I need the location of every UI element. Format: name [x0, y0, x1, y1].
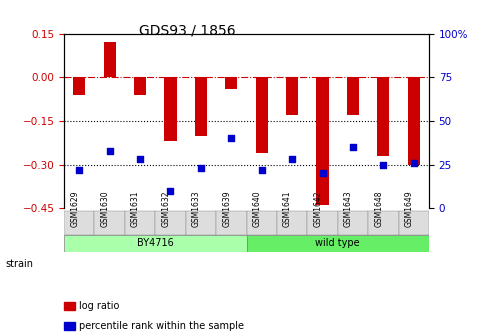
Text: wild type: wild type	[316, 238, 360, 248]
Text: GSM1640: GSM1640	[253, 190, 262, 227]
Point	[106, 148, 113, 153]
Text: GSM1630: GSM1630	[101, 190, 109, 227]
Text: GSM1649: GSM1649	[405, 190, 414, 227]
Point	[380, 162, 387, 167]
Text: strain: strain	[5, 259, 33, 269]
FancyBboxPatch shape	[95, 210, 125, 235]
FancyBboxPatch shape	[125, 210, 155, 235]
FancyBboxPatch shape	[277, 210, 307, 235]
Text: GDS93 / 1856: GDS93 / 1856	[139, 24, 236, 38]
FancyBboxPatch shape	[64, 235, 246, 252]
Bar	[408, 77, 420, 165]
Point	[318, 171, 326, 176]
Point	[227, 136, 235, 141]
Bar	[256, 77, 268, 153]
Text: log ratio: log ratio	[79, 301, 119, 311]
Point	[410, 160, 418, 166]
Point	[197, 165, 205, 171]
FancyBboxPatch shape	[64, 210, 95, 235]
Text: GSM1633: GSM1633	[192, 190, 201, 227]
Bar	[195, 77, 207, 135]
FancyBboxPatch shape	[246, 235, 429, 252]
FancyBboxPatch shape	[307, 210, 338, 235]
Point	[258, 167, 266, 173]
Text: percentile rank within the sample: percentile rank within the sample	[79, 321, 244, 331]
Bar	[104, 42, 116, 77]
Point	[167, 188, 175, 194]
FancyBboxPatch shape	[368, 210, 398, 235]
Bar	[347, 77, 359, 115]
Point	[349, 144, 357, 150]
FancyBboxPatch shape	[338, 210, 368, 235]
Text: GSM1632: GSM1632	[162, 190, 171, 226]
Text: GSM1641: GSM1641	[283, 190, 292, 226]
Bar	[165, 77, 176, 141]
Text: GSM1639: GSM1639	[222, 190, 231, 227]
Text: GSM1643: GSM1643	[344, 190, 353, 227]
Bar	[73, 77, 85, 95]
Text: GSM1648: GSM1648	[374, 190, 384, 226]
Text: GSM1642: GSM1642	[314, 190, 322, 226]
Point	[75, 167, 83, 173]
Text: GSM1629: GSM1629	[70, 190, 79, 226]
Bar	[377, 77, 389, 156]
FancyBboxPatch shape	[398, 210, 429, 235]
Bar	[134, 77, 146, 95]
FancyBboxPatch shape	[155, 210, 186, 235]
Point	[136, 157, 144, 162]
Point	[288, 157, 296, 162]
Text: BY4716: BY4716	[137, 238, 174, 248]
Bar	[286, 77, 298, 115]
FancyBboxPatch shape	[246, 210, 277, 235]
FancyBboxPatch shape	[216, 210, 246, 235]
Bar	[317, 77, 329, 205]
Bar	[225, 77, 238, 89]
FancyBboxPatch shape	[186, 210, 216, 235]
Text: GSM1631: GSM1631	[131, 190, 140, 226]
